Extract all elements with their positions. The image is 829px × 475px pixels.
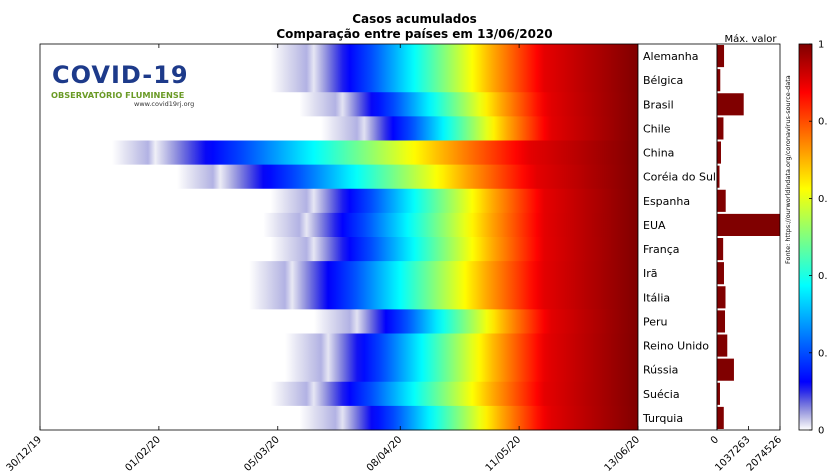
- x-tick-label: 11/05/20: [484, 434, 524, 474]
- max-value-bar: [717, 334, 728, 357]
- heat-row: [40, 357, 638, 383]
- max-value-bar: [717, 213, 780, 236]
- max-value-bar: [717, 141, 721, 164]
- country-label: Reino Unido: [643, 340, 709, 353]
- country-label: Alemanha: [643, 50, 699, 63]
- country-label: Bélgica: [643, 74, 683, 87]
- logo: COVID-19 OBSERVATÓRIO FLUMINENSE www.cov…: [51, 61, 194, 108]
- source-note: Fonte: https://ourworldindata.org/corona…: [784, 75, 792, 264]
- country-label: Turquia: [642, 412, 683, 425]
- heatmap-area: [39, 43, 639, 431]
- max-value-bar: [717, 382, 720, 405]
- heat-row: [40, 68, 638, 93]
- x-tick-label: 05/03/20: [242, 434, 282, 474]
- colorbar-tick-label: 1: [818, 40, 824, 51]
- max-value-bar: [717, 165, 720, 188]
- heat-row: [40, 261, 638, 286]
- country-label: Brasil: [643, 98, 674, 111]
- max-value-bar: [717, 93, 744, 116]
- colorbar: 0 0. 0. 0. 0. 1: [798, 40, 828, 437]
- logo-url: www.covid19rj.org: [134, 100, 194, 108]
- country-label: Peru: [643, 315, 668, 328]
- labels-frame: [637, 43, 718, 431]
- heat-row: [40, 116, 638, 141]
- heat-row: [40, 140, 638, 166]
- max-value-bar: [717, 117, 724, 140]
- logo-subtitle: OBSERVATÓRIO FLUMINENSE: [51, 89, 184, 100]
- max-axis-tick-label: 2074526: [745, 434, 784, 473]
- colorbar-tick-label: 0.: [818, 271, 828, 282]
- country-label: EUA: [643, 219, 666, 232]
- x-tick-label: 08/04/20: [365, 434, 405, 474]
- country-label: França: [643, 243, 680, 256]
- colorbar-tick-label: 0.: [818, 348, 828, 359]
- x-axis: 30/12/19 01/02/20 05/03/20 08/04/20 11/05/20…: [5, 426, 643, 474]
- colorbar-tick-label: 0.: [818, 194, 828, 205]
- heat-row: [40, 188, 638, 214]
- max-value-bar: [717, 406, 724, 429]
- max-axis-tick-label: 0: [709, 434, 721, 446]
- country-label: Coréia do Sul: [643, 171, 716, 184]
- country-label: Itália: [643, 291, 670, 304]
- x-tick-label: 30/12/19: [5, 434, 45, 474]
- max-value-bar: [717, 189, 726, 212]
- x-tick-label: 01/02/20: [123, 434, 163, 474]
- heat-row: [40, 44, 638, 69]
- country-label: Chile: [643, 122, 671, 135]
- country-label: Espanha: [643, 195, 690, 208]
- heat-row: [40, 92, 638, 117]
- country-labels: Alemanha Bélgica Brasil Chile China Coréia do…: [637, 43, 718, 431]
- heat-row: [40, 333, 638, 359]
- logo-title: COVID-19: [52, 61, 189, 89]
- heat-row: [40, 237, 638, 262]
- colorbar-tick-label: 0.: [818, 117, 828, 128]
- colorbar-tick-label: 0: [818, 426, 824, 437]
- max-value-bar: [717, 358, 734, 381]
- country-label: Rússia: [643, 364, 678, 377]
- max-value-bar: [717, 45, 725, 68]
- heat-row: [40, 285, 638, 310]
- heat-row: [40, 405, 638, 431]
- max-value-bar: [717, 238, 724, 261]
- country-label: Suécia: [643, 388, 680, 401]
- country-label: China: [643, 147, 674, 160]
- country-label: Irã: [643, 267, 658, 280]
- max-value-title: Máx. valor: [724, 33, 777, 45]
- max-value-bar: [717, 69, 721, 92]
- heat-row: [40, 164, 638, 190]
- heat-row: [40, 381, 638, 407]
- colorbar-scale: [798, 43, 813, 431]
- max-value-bar: [717, 286, 726, 309]
- heat-row: [40, 212, 638, 238]
- heat-row: [40, 309, 638, 334]
- max-value-bar: [717, 262, 724, 285]
- x-tick-label: 13/06/20: [603, 434, 643, 474]
- max-value-bar: [717, 310, 726, 333]
